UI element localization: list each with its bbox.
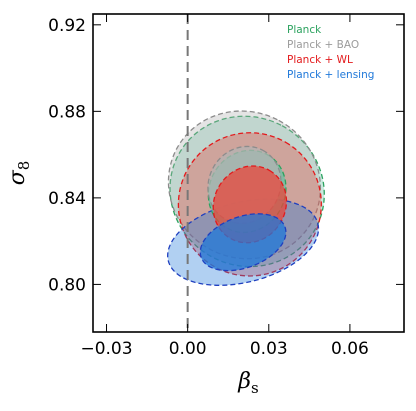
legend-entry-planck-wl: Planck + WL (287, 54, 353, 66)
y-tick-label: 0.88 (48, 102, 86, 122)
y-tick-label: 0.92 (48, 16, 86, 36)
y-tick-label: 0.84 (48, 189, 86, 209)
legend: Planck Planck + BAO Planck + WL Planck + le… (287, 24, 374, 81)
x-axis-label-subscript: s (251, 379, 259, 397)
legend-entry-planck: Planck (287, 24, 322, 36)
x-tick-label: −0.03 (80, 339, 132, 359)
x-axis-label-symbol: β (237, 369, 251, 394)
contour-layer (167, 110, 325, 286)
x-tick-label: 0.03 (250, 339, 288, 359)
y-axis-label-symbol: σ (5, 169, 30, 185)
plot-frame (92, 13, 405, 333)
legend-entry-planck-bao: Planck + BAO (287, 39, 359, 51)
y-axis-label: σ8 (5, 161, 33, 186)
y-axis-label-subscript: 8 (15, 161, 33, 171)
x-tick-label: 0.06 (331, 339, 369, 359)
x-axis-label: βs (237, 369, 258, 397)
x-tick-label: 0.00 (169, 339, 207, 359)
planck-lensing-inner-contour (199, 213, 287, 272)
tick-layer: −0.03 0.00 0.03 0.06 0.80 0.84 0.88 0.92 (48, 14, 404, 359)
legend-entry-planck-lensing: Planck + lensing (287, 69, 374, 81)
y-tick-label: 0.80 (48, 275, 86, 295)
